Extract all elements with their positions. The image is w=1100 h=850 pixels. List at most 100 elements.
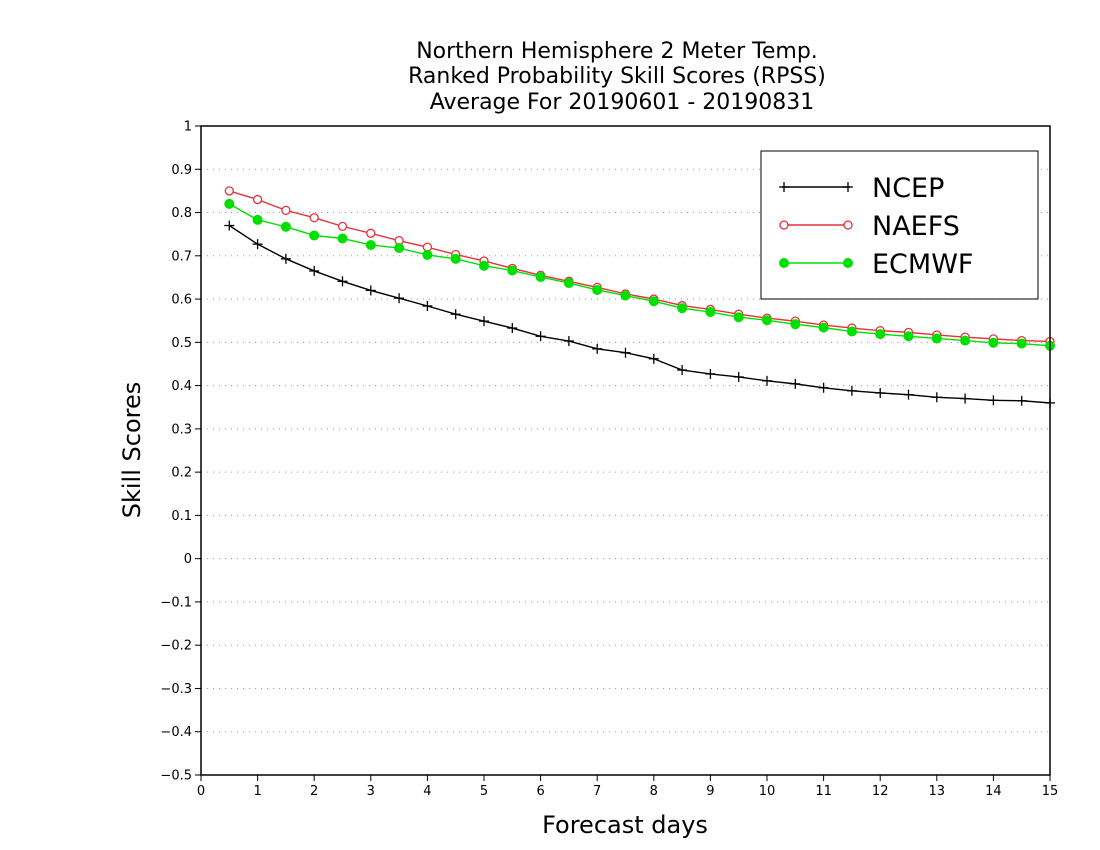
data-point-ncep — [875, 387, 886, 398]
legend-marker-left — [779, 220, 789, 230]
data-point-ecmwf — [903, 331, 914, 342]
data-point-ncep — [620, 347, 631, 358]
data-point-ncep — [450, 309, 461, 320]
chart-title-line-2: Ranked Probability Skill Scores (RPSS) — [408, 64, 826, 89]
data-point-ncep — [252, 239, 263, 250]
data-point-ncep — [988, 395, 999, 406]
x-tick-label: 10 — [759, 784, 776, 799]
data-point-naefs — [366, 228, 376, 238]
data-point-ncep — [224, 220, 235, 231]
plot-frame — [200, 125, 1051, 776]
data-point-ecmwf — [960, 335, 971, 346]
series-line-naefs — [229, 190, 1051, 343]
data-point-ncep — [677, 365, 688, 376]
data-point-ecmwf — [309, 230, 320, 241]
x-axis-ticks: 0 1 2 3 4 5 6 7 8 9 10 11 12 13 14 15 — [197, 775, 1058, 799]
data-point-naefs — [337, 221, 348, 232]
data-point-ecmwf — [365, 239, 376, 250]
series-layer — [224, 186, 1055, 408]
y-tick-label: 1 — [184, 120, 192, 135]
x-tick-label: 4 — [423, 784, 431, 799]
data-point-ecmwf — [733, 312, 744, 323]
data-point-ncep — [762, 375, 772, 386]
data-point-ncep — [903, 389, 914, 400]
x-tick-label: 1 — [253, 784, 261, 799]
data-point-ncep — [394, 293, 405, 304]
legend-item-ncep: NCEP — [779, 173, 944, 204]
x-axis-label: Forecast days — [542, 811, 708, 839]
data-point-ecmwf — [648, 296, 659, 307]
data-point-ecmwf — [337, 233, 348, 244]
data-point-naefs — [281, 205, 291, 216]
x-tick-label: 8 — [650, 784, 658, 799]
data-point-ncep — [592, 343, 603, 354]
data-point-ecmwf — [479, 260, 489, 271]
data-point-ncep — [309, 265, 320, 276]
y-tick-label: −0.3 — [160, 682, 192, 697]
y-tick-label: 0.3 — [171, 422, 192, 437]
data-point-ecmwf — [535, 272, 546, 283]
data-point-ecmwf — [1016, 338, 1027, 349]
x-tick-label: 5 — [480, 784, 488, 799]
data-point-ecmwf — [875, 329, 886, 340]
x-tick-label: 11 — [815, 784, 832, 799]
data-point-ncep — [931, 392, 942, 403]
y-tick-label: −0.5 — [160, 769, 192, 784]
x-tick-label: 0 — [197, 784, 205, 799]
data-point-ncep — [705, 368, 716, 379]
data-point-ecmwf — [252, 214, 263, 225]
data-point-ecmwf — [280, 221, 291, 232]
legend-marker-left — [779, 182, 789, 192]
data-point-ncep — [648, 353, 659, 364]
x-tick-label: 9 — [706, 784, 714, 799]
data-point-ecmwf — [450, 253, 461, 264]
x-tick-label: 6 — [536, 784, 544, 799]
legend-label-ecmwf: ECMWF — [872, 249, 973, 280]
legend-marker-right — [843, 258, 853, 268]
data-point-ncep — [563, 336, 574, 347]
legend-item-ecmwf: ECMWF — [779, 249, 973, 280]
data-point-ncep — [846, 385, 857, 396]
y-axis-ticks: −0.5 −0.4 −0.3 −0.2 −0.1 0 0.1 0.2 0.3 0.4 0.5 0.6 0… — [160, 120, 201, 784]
chart-title-line-3: Average For 20190601 - 20190831 — [430, 90, 815, 115]
data-point-ecmwf — [790, 319, 801, 330]
y-tick-label: −0.1 — [160, 595, 192, 610]
series-ecmwf — [224, 198, 1055, 351]
y-tick-label: 0.9 — [171, 163, 192, 178]
y-axis-label: Skill Scores — [118, 382, 146, 519]
data-point-ncep — [479, 316, 489, 327]
data-point-ncep — [280, 253, 291, 264]
y-tick-label: 0.1 — [171, 509, 192, 524]
x-tick-label: 14 — [985, 784, 1002, 799]
x-tick-label: 2 — [310, 784, 318, 799]
legend: NCEP NAEFS ECMWF — [760, 150, 1039, 300]
y-tick-label: 0.8 — [171, 206, 192, 221]
y-tick-label: 0.5 — [171, 336, 192, 351]
data-point-ecmwf — [422, 249, 433, 260]
data-point-ncep — [365, 285, 376, 296]
data-point-ecmwf — [988, 337, 999, 348]
data-point-ecmwf — [563, 278, 574, 289]
data-point-ecmwf — [620, 290, 631, 301]
data-point-naefs — [252, 194, 263, 205]
legend-label-naefs: NAEFS — [872, 211, 960, 242]
data-point-ecmwf — [224, 198, 235, 209]
data-point-naefs — [309, 213, 319, 223]
y-tick-label: −0.4 — [160, 725, 192, 740]
data-point-ecmwf — [394, 243, 405, 254]
chart-title-line-1: Northern Hemisphere 2 Meter Temp. — [416, 39, 818, 64]
data-point-ncep — [1016, 395, 1027, 406]
data-point-ncep — [507, 323, 518, 334]
y-tick-label: −0.2 — [160, 639, 192, 654]
data-point-ncep — [535, 331, 546, 342]
data-point-ecmwf — [677, 303, 688, 314]
data-point-ecmwf — [705, 307, 716, 318]
data-point-ecmwf — [931, 333, 942, 344]
data-point-ecmwf — [592, 284, 603, 295]
y-tick-label: 0.6 — [171, 293, 192, 308]
legend-marker-right — [843, 220, 853, 230]
legend-marker-left — [779, 258, 789, 268]
data-point-ecmwf — [507, 265, 518, 276]
y-tick-label: 0.2 — [171, 466, 192, 481]
